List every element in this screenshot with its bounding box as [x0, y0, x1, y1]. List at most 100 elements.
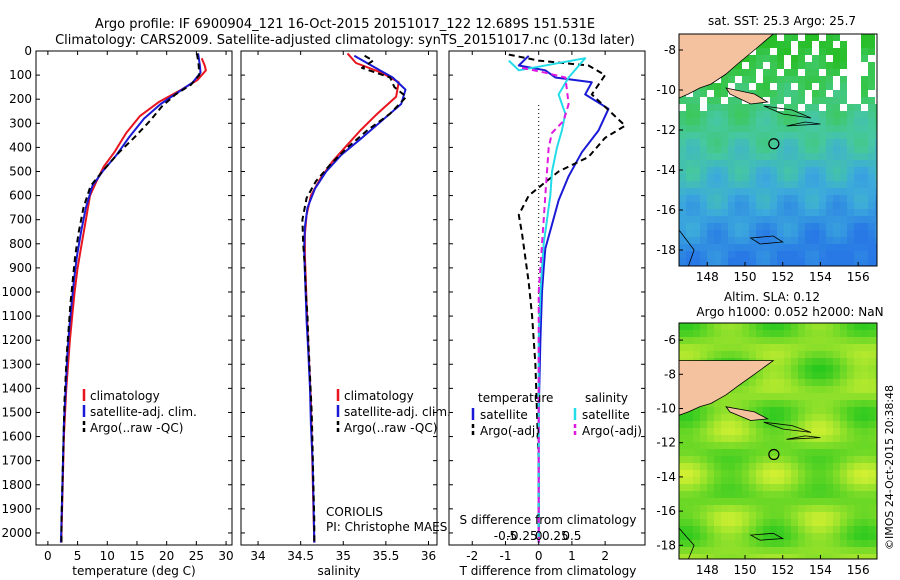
map-cell [721, 125, 728, 132]
map-cell [679, 421, 686, 428]
map-cell [728, 547, 735, 554]
map-cell [868, 188, 875, 195]
map-cell [847, 146, 854, 153]
map-cell [777, 442, 784, 449]
map-cell [728, 540, 735, 547]
map-cell [742, 547, 749, 554]
map-cell [847, 237, 854, 244]
map-cell [756, 111, 763, 118]
map-cell [693, 230, 700, 237]
map-cell [868, 41, 875, 48]
map-cell [805, 463, 812, 470]
map-cell [700, 202, 707, 209]
map-cell [728, 216, 735, 223]
map-cell [749, 540, 756, 547]
map-cell [833, 456, 840, 463]
map-cell [854, 463, 861, 470]
map-cell [861, 139, 868, 146]
land-polygon [725, 87, 769, 105]
map-cell [756, 428, 763, 435]
map-cell [826, 111, 833, 118]
map-cell [784, 181, 791, 188]
map-cell [679, 498, 686, 505]
map-cell [707, 456, 714, 463]
map-cell [721, 167, 728, 174]
map-cell [756, 330, 763, 337]
map-cell [833, 34, 840, 41]
map-cell [749, 477, 756, 484]
map-cell [805, 55, 812, 62]
map-cell [756, 181, 763, 188]
map-cell [749, 146, 756, 153]
map-cell [749, 386, 756, 393]
map-cell [693, 484, 700, 491]
map-cell [826, 407, 833, 414]
map-cell [812, 97, 819, 104]
map-cell [784, 48, 791, 55]
map-cell [749, 407, 756, 414]
map-cell [875, 456, 877, 463]
map-cell [798, 174, 805, 181]
map-cell [679, 104, 686, 111]
map-cell [742, 76, 749, 83]
salinity-xlabel: salinity [317, 564, 360, 578]
map-cell [833, 379, 840, 386]
map-cell [735, 83, 742, 90]
map-cell [770, 181, 777, 188]
map-cell [833, 69, 840, 76]
map-cell [763, 223, 770, 230]
map-cell [868, 104, 875, 111]
map-cell [686, 526, 693, 533]
map-cell [854, 146, 861, 153]
map-cell [777, 372, 784, 379]
map-cell [861, 83, 868, 90]
map-cell [714, 498, 721, 505]
map-cell [861, 76, 868, 83]
map-cell [826, 160, 833, 167]
map-cell [784, 41, 791, 48]
map-cell [812, 146, 819, 153]
map-cell [861, 435, 868, 442]
map-cell [707, 330, 714, 337]
map-cell [777, 351, 784, 358]
map-cell [805, 337, 812, 344]
map-cell [763, 421, 770, 428]
map-cell [875, 195, 877, 202]
map-cell [805, 41, 812, 48]
map-cell [812, 90, 819, 97]
map-cell [833, 41, 840, 48]
map-cell [826, 251, 833, 258]
map-cell [812, 477, 819, 484]
map-cell [714, 463, 721, 470]
map-cell [791, 323, 798, 330]
map-cell [679, 223, 686, 230]
map-cell [707, 463, 714, 470]
map-cell [784, 512, 791, 519]
map-cell [784, 323, 791, 330]
map-cell [791, 428, 798, 435]
map-cell [770, 118, 777, 125]
map-cell [840, 41, 847, 48]
map-cell [700, 104, 707, 111]
map-cell [721, 344, 728, 351]
map-cell [861, 118, 868, 125]
map-cell [707, 491, 714, 498]
map-cell [693, 505, 700, 512]
map-cell [714, 118, 721, 125]
map-cell [721, 160, 728, 167]
map-cell [777, 547, 784, 554]
map-cell [707, 244, 714, 251]
map-cell [693, 90, 700, 97]
map-cell [679, 153, 686, 160]
map-cell [826, 97, 833, 104]
map-cell [791, 337, 798, 344]
map-cell [840, 365, 847, 372]
map-cell [875, 498, 877, 505]
map-cell [840, 379, 847, 386]
map-cell [784, 365, 791, 372]
map-cell [812, 400, 819, 407]
map-cell [735, 512, 742, 519]
map-cell [784, 237, 791, 244]
map-cell [728, 470, 735, 477]
map-cell [784, 449, 791, 456]
